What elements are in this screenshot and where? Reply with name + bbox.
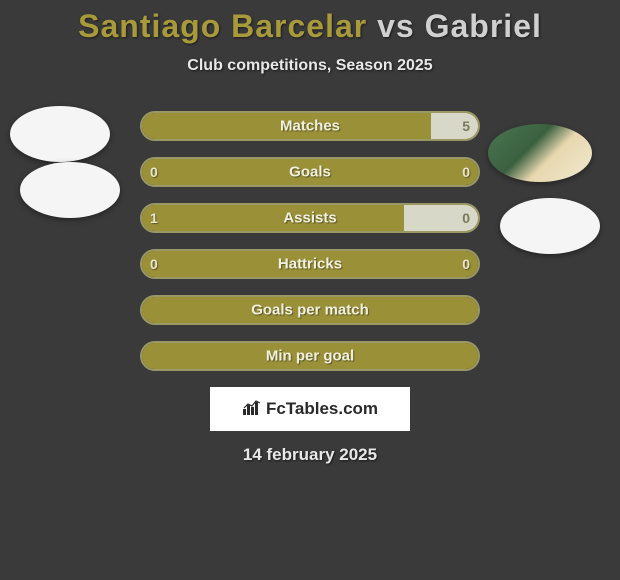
page-title: Santiago Barcelar vs Gabriel xyxy=(0,8,620,45)
stat-label: Goals xyxy=(142,164,478,181)
stat-row: Min per goal xyxy=(140,341,480,371)
stat-value-left: 0 xyxy=(150,256,158,272)
stat-label: Min per goal xyxy=(142,348,478,365)
player1-team-avatar-icon xyxy=(20,162,120,218)
comparison-card: Santiago Barcelar vs Gabriel Club compet… xyxy=(0,0,620,465)
stat-row: Assists1 0 xyxy=(140,203,480,233)
stat-value-right: 0 xyxy=(462,164,470,180)
vs-label: vs xyxy=(377,8,415,44)
stat-value-left: 0 xyxy=(150,164,158,180)
stat-value-right: 5 xyxy=(462,118,470,134)
player2-name: Gabriel xyxy=(425,8,542,44)
stat-row: Goals per match xyxy=(140,295,480,325)
watermark: FcTables.com xyxy=(210,387,410,431)
player1-avatar-icon xyxy=(10,106,110,162)
stats-container: Matches5Goals00Assists10Hattricks00Goals… xyxy=(140,111,480,371)
stat-row: Hattricks0 0 xyxy=(140,249,480,279)
stat-row: Goals0 0 xyxy=(140,157,480,187)
stat-label: Assists xyxy=(142,210,478,227)
stat-label: Hattricks xyxy=(142,256,478,273)
chart-icon xyxy=(242,399,262,420)
player1-name: Santiago Barcelar xyxy=(78,8,367,44)
stat-label: Goals per match xyxy=(142,302,478,319)
player2-avatar-icon xyxy=(488,124,592,182)
stat-value-right: 0 xyxy=(462,210,470,226)
player2-team-avatar-icon xyxy=(500,198,600,254)
footer-date: 14 february 2025 xyxy=(0,445,620,465)
subtitle: Club competitions, Season 2025 xyxy=(0,57,620,75)
stat-value-left: 1 xyxy=(150,210,158,226)
stat-value-right: 0 xyxy=(462,256,470,272)
stat-label: Matches xyxy=(142,118,478,135)
stat-row: Matches5 xyxy=(140,111,480,141)
watermark-text: FcTables.com xyxy=(266,399,378,419)
